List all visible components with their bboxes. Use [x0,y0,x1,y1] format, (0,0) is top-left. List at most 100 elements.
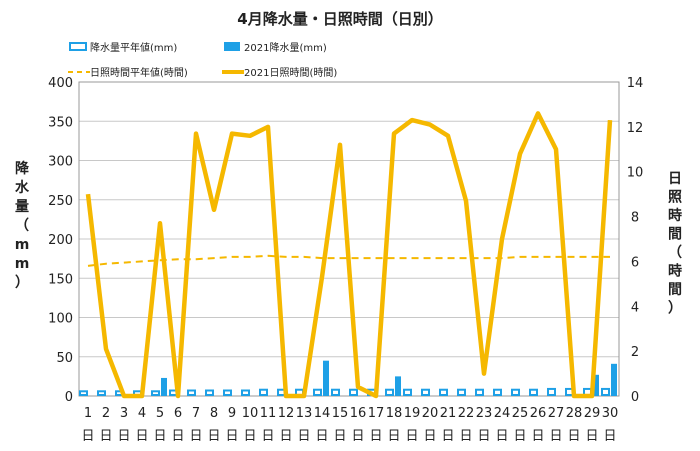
left-axis-ticks: 0 50 100 150 200 250 300 350 400 [48,76,73,405]
x-tick-label: 14 [314,406,331,421]
x-tick-label: 27 [548,406,565,421]
legend-label: 2021日照時間(時間) [244,67,337,79]
normal-precip-bar [475,388,484,397]
x-tick-suffix: 日 [261,429,274,444]
x-tick-label: 22 [458,406,475,421]
normal-precip-bar [151,390,160,397]
x-tick-suffix: 日 [117,429,130,444]
right-tick-label: 12 [627,121,644,136]
x-tick-label: 30 [602,406,619,421]
x-tick-label: 29 [584,406,601,421]
x-tick-label: 28 [566,406,583,421]
x-tick-label: 24 [494,406,511,421]
x-tick-suffix: 日 [459,429,472,444]
x-tick-label: 9 [228,406,236,421]
normal-precip-bar [529,388,538,397]
normal-precip-bar [79,390,88,397]
x-tick-suffix: 日 [207,429,220,444]
normal-precip-bar [187,389,196,397]
sunshine-normal-line [87,254,610,267]
legend-swatch-normal-precip [69,42,87,51]
x-tick-suffix: 日 [351,429,364,444]
x-tick-suffix: 日 [387,429,400,444]
x-tick-suffix: 日 [477,429,490,444]
x-tick-suffix: 日 [153,429,166,444]
right-tick-label: 10 [627,166,644,181]
x-tick-suffix: 日 [495,429,508,444]
precip-2021-bar [593,374,599,396]
normal-precip-bar [331,388,340,397]
x-tick-label: 7 [192,406,200,421]
x-tick-suffix: 日 [189,429,202,444]
x-tick-label: 26 [530,406,547,421]
x-tick-label: 11 [260,406,277,421]
normal-precip-bar [547,387,556,396]
normal-precip-bar [493,388,502,397]
normal-precip-bar [421,388,430,397]
y-axis-right-label: 日照時間（時間） [668,171,682,317]
x-tick-label: 2 [102,406,110,421]
right-tick-label: 4 [631,300,639,315]
legend-label: 降水量平年値(mm) [90,41,177,54]
x-tick-suffix: 日 [297,429,310,444]
normal-precip-bar [241,389,250,397]
normal-precip-bar [313,388,322,397]
x-tick-label: 23 [476,406,493,421]
x-tick-suffix: 日 [171,429,184,444]
right-axis-ticks: 0 2 4 6 8 10 12 14 [627,76,644,405]
x-tick-label: 20 [422,406,439,421]
x-tick-label: 5 [156,406,164,421]
left-tick-label: 250 [48,194,73,209]
x-tick-label: 10 [242,406,259,421]
legend-label: 2021降水量(mm) [244,41,327,54]
x-tick-label: 12 [278,406,295,421]
right-tick-label: 8 [631,211,639,226]
x-tick-label: 19 [404,406,421,421]
x-tick-label: 18 [386,406,403,421]
x-tick-label: 17 [368,406,385,421]
x-tick-suffix: 日 [603,429,616,444]
left-tick-label: 150 [48,272,73,287]
x-tick-suffix: 日 [369,429,382,444]
x-tick-label: 25 [512,406,529,421]
sunshine-lines [85,111,613,399]
x-tick-suffix: 日 [225,429,238,444]
left-tick-label: 300 [48,155,73,170]
x-tick-suffix: 日 [279,429,292,444]
x-tick-suffix: 日 [531,429,544,444]
x-tick-suffix: 日 [315,429,328,444]
x-tick-label: 13 [296,406,313,421]
x-tick-label: 1 [84,406,92,421]
normal-precip-bar [259,388,268,397]
x-tick-label: 6 [174,406,182,421]
x-tick-suffix: 日 [549,429,562,444]
x-tick-label: 8 [210,406,218,421]
sunshine-2021-line [85,111,613,399]
x-tick-suffix: 日 [243,429,256,444]
x-tick-suffix: 日 [441,429,454,444]
x-tick-suffix: 日 [585,429,598,444]
normal-precip-bar [457,388,466,397]
x-tick-label: 21 [440,406,457,421]
normal-precip-bar [385,388,394,397]
right-tick-label: 6 [631,255,639,270]
precip-2021-bars [161,360,617,396]
precip-2021-bar [161,377,167,396]
precip-2021-bar [395,376,401,396]
x-tick-suffix: 日 [135,429,148,444]
normal-precip-bar [223,389,232,397]
x-tick-suffix: 日 [423,429,436,444]
y-axis-left-label: 降水量（ m m） [15,160,30,291]
x-tick-suffix: 日 [333,429,346,444]
x-tick-suffix: 日 [567,429,580,444]
chart-title: 4月降水量・日照時間（日別） [237,10,442,28]
x-tick-suffix: 日 [81,429,94,444]
x-tick-suffix: 日 [405,429,418,444]
x-tick-label: 15 [332,406,349,421]
left-tick-label: 50 [56,351,73,366]
normal-precip-bar [349,388,358,397]
precip-2021-bar [611,363,617,396]
normal-precip-bar [205,389,214,397]
left-tick-label: 0 [65,390,73,405]
